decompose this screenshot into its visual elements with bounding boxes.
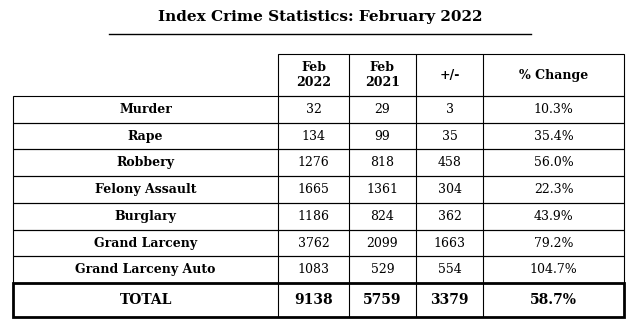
- Text: 1663: 1663: [434, 236, 466, 250]
- Text: 35: 35: [442, 130, 458, 143]
- Text: 79.2%: 79.2%: [534, 236, 573, 250]
- Text: Feb
2022: Feb 2022: [296, 61, 331, 89]
- Text: 99: 99: [374, 130, 390, 143]
- Text: 29: 29: [374, 103, 390, 116]
- Text: 529: 529: [371, 263, 394, 276]
- Text: 3762: 3762: [298, 236, 330, 250]
- Text: 1665: 1665: [298, 183, 330, 196]
- Text: Burglary: Burglary: [115, 210, 177, 223]
- Text: 104.7%: 104.7%: [530, 263, 577, 276]
- Text: Grand Larceny Auto: Grand Larceny Auto: [76, 263, 216, 276]
- Text: 2099: 2099: [367, 236, 398, 250]
- Text: Murder: Murder: [119, 103, 172, 116]
- Text: +/-: +/-: [440, 69, 460, 82]
- Text: 22.3%: 22.3%: [534, 183, 573, 196]
- Text: 362: 362: [438, 210, 461, 223]
- Text: 58.7%: 58.7%: [530, 293, 577, 307]
- Text: Felony Assault: Felony Assault: [95, 183, 196, 196]
- Text: 3: 3: [445, 103, 454, 116]
- Text: 304: 304: [438, 183, 461, 196]
- Bar: [13, 149, 624, 176]
- Text: 9138: 9138: [294, 293, 333, 307]
- Text: 32: 32: [306, 103, 321, 116]
- Text: 43.9%: 43.9%: [534, 210, 573, 223]
- Text: 10.3%: 10.3%: [534, 103, 573, 116]
- Text: Feb
2021: Feb 2021: [365, 61, 400, 89]
- Text: Robbery: Robbery: [116, 156, 175, 169]
- Text: 5759: 5759: [363, 293, 402, 307]
- Bar: [13, 256, 624, 283]
- Text: 1361: 1361: [367, 183, 398, 196]
- Bar: [13, 230, 624, 256]
- Text: Grand Larceny: Grand Larceny: [94, 236, 197, 250]
- Text: 1083: 1083: [298, 263, 330, 276]
- Text: 1186: 1186: [298, 210, 330, 223]
- Text: Index Crime Statistics: February 2022: Index Crime Statistics: February 2022: [157, 10, 483, 24]
- Text: 56.0%: 56.0%: [534, 156, 573, 169]
- Bar: [13, 96, 624, 123]
- Text: 458: 458: [438, 156, 461, 169]
- Text: TOTAL: TOTAL: [120, 293, 172, 307]
- Bar: [13, 123, 624, 149]
- Text: 818: 818: [371, 156, 394, 169]
- Text: % Change: % Change: [519, 69, 588, 82]
- Text: 824: 824: [371, 210, 394, 223]
- Text: Rape: Rape: [128, 130, 163, 143]
- Bar: [13, 203, 624, 230]
- Bar: [13, 176, 624, 203]
- Text: 35.4%: 35.4%: [534, 130, 573, 143]
- Text: 554: 554: [438, 263, 461, 276]
- Text: 134: 134: [301, 130, 326, 143]
- Text: 3379: 3379: [430, 293, 469, 307]
- Text: 1276: 1276: [298, 156, 330, 169]
